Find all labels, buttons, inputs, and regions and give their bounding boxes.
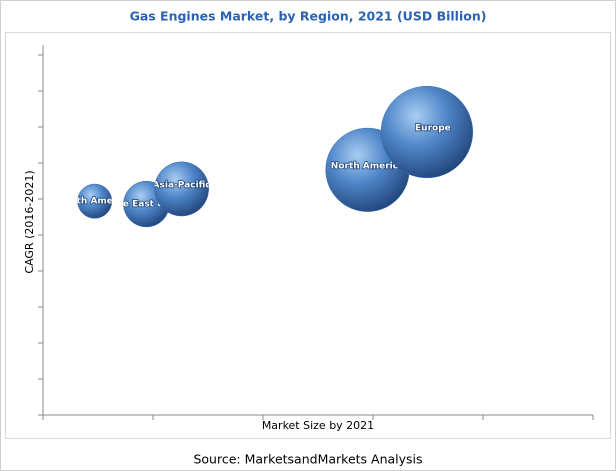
bubble-label: Asia-Pacific (153, 180, 211, 190)
x-axis-label: Market Size by 2021 (262, 419, 374, 432)
bubble-label: Europe (415, 124, 451, 134)
bubble-label: South America (58, 197, 132, 207)
bubble-label-group: Europe (414, 123, 451, 135)
bubble-label: Middle East & Africa (95, 200, 198, 210)
bubble (380, 85, 474, 179)
source: Source: MarketsandMarkets Analysis (193, 452, 422, 467)
bubble (154, 161, 209, 217)
bubble-label: North America (331, 161, 404, 171)
y-axis-label: CAGR (2016-2021) (23, 170, 36, 273)
bubble-label-group: South America (58, 196, 132, 208)
chart-title: Gas Engines Market, by Region, 2021 (USD… (130, 9, 487, 24)
plot-frame (5, 32, 611, 439)
bubble-label-group: North America (330, 161, 405, 173)
bubble (77, 183, 113, 219)
bubble-label-group: Middle East & Africa (95, 199, 198, 211)
bubble-label-group: Asia-Pacific (153, 180, 211, 192)
